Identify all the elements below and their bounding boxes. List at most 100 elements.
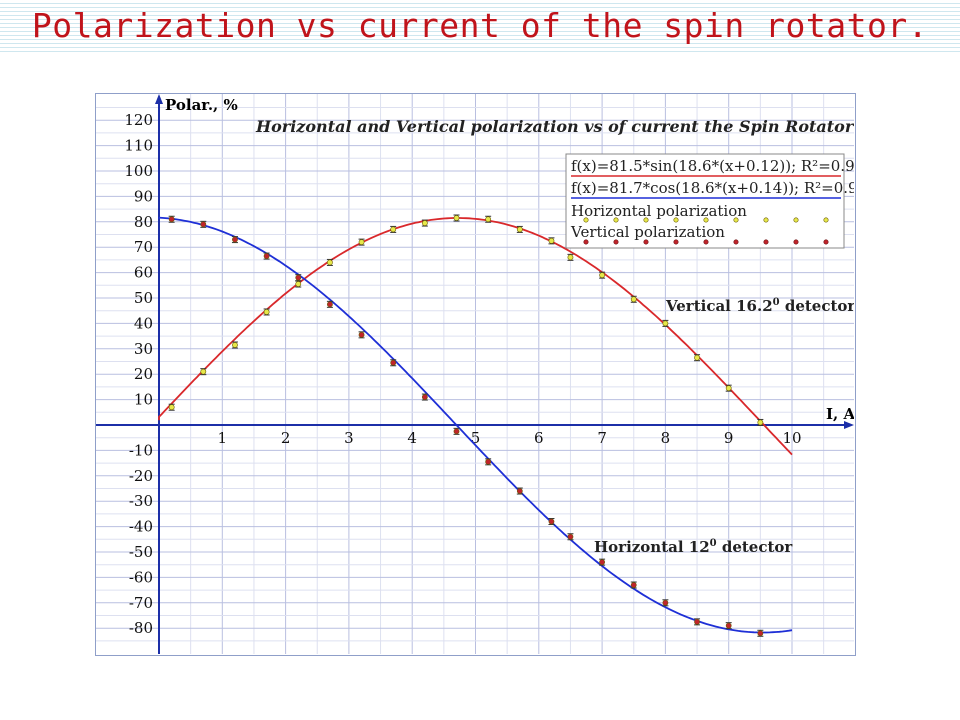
legend-series-1-markers <box>583 217 829 223</box>
slide-title: Polarization vs current of the spin rota… <box>31 6 929 45</box>
y-tick-label: 120 <box>124 111 153 129</box>
legend-marker-2 <box>673 239 679 245</box>
y-tick-label: 80 <box>134 213 153 231</box>
legend: f(x)=81.5*sin(18.6*(x+0.12)); R²=0.999 f… <box>565 153 877 249</box>
legend-marker-2 <box>733 239 739 245</box>
grid <box>96 94 854 654</box>
legend-series-2-label: Vertical polarization <box>570 223 725 241</box>
point-series-1 <box>421 220 428 226</box>
legend-marker-1 <box>733 217 739 223</box>
point-series-2 <box>599 559 605 566</box>
fit-curves <box>158 216 793 634</box>
legend-marker-1 <box>613 217 619 223</box>
y-tick-label: 20 <box>134 365 153 383</box>
legend-marker-2 <box>613 239 619 245</box>
y-axis-arrow <box>155 94 163 104</box>
legend-marker-1 <box>823 217 829 223</box>
point-series-2 <box>485 458 492 465</box>
point-series-2 <box>390 359 397 366</box>
y-tick-label: 50 <box>134 289 153 307</box>
point-series-2 <box>662 599 669 606</box>
annotation-horizontal-detector: Horizontal 120 detector <box>594 538 793 556</box>
point-series-2 <box>295 274 302 281</box>
x-axis-label: I, A <box>826 405 854 423</box>
point-series-1 <box>757 419 764 426</box>
point-series-1 <box>358 239 365 246</box>
y-tick-label: -10 <box>129 441 153 459</box>
legend-marker-2 <box>643 239 649 245</box>
y-tick-label: 110 <box>124 137 153 155</box>
x-tick-label: 1 <box>218 429 228 447</box>
point-series-1 <box>327 259 333 266</box>
legend-marker-1 <box>763 217 769 223</box>
annotation-vertical-detector: Vertical 16.20 detector <box>665 297 854 315</box>
point-series-1 <box>725 385 732 392</box>
x-tick-label: 6 <box>534 429 544 447</box>
tick-labels: 1 2 3 4 5 6 7 8 9 10 120 110 100 90 80 70 60 50 40 30 20 10 -1… <box>124 111 801 637</box>
point-series-1 <box>485 216 492 223</box>
x-tick-label: 7 <box>597 429 607 447</box>
point-series-2 <box>567 533 574 540</box>
polarization-chart: 1 2 3 4 5 6 7 8 9 10 120 110 100 90 80 70 60 50 40 30 20 10 -1… <box>96 94 877 654</box>
data-points <box>168 214 764 637</box>
y-tick-label: 30 <box>134 340 153 358</box>
y-tick-label: -60 <box>129 568 153 586</box>
legend-marker-1 <box>703 217 709 223</box>
legend-marker-1 <box>793 217 799 223</box>
x-tick-label: 3 <box>344 429 354 447</box>
point-series-1 <box>200 368 207 375</box>
y-tick-label: -50 <box>129 543 153 561</box>
point-series-1 <box>390 226 397 233</box>
x-tick-label: 10 <box>782 429 801 447</box>
fit-curve-2 <box>158 216 793 634</box>
legend-fit-1-label: f(x)=81.5*sin(18.6*(x+0.12)); R²=0.999 <box>571 157 854 175</box>
y-tick-label: -70 <box>129 594 153 612</box>
point-series-2 <box>168 216 175 223</box>
legend-marker-2 <box>583 239 589 245</box>
legend-box <box>565 153 845 249</box>
point-series-1 <box>168 404 175 411</box>
legend-fit-2-label: f(x)=81.7*cos(18.6*(x+0.14)); R²=0.999 <box>571 179 854 197</box>
legend-marker-2 <box>823 239 829 245</box>
legend-marker-1 <box>643 217 649 223</box>
y-tick-label: -20 <box>129 467 153 485</box>
y-tick-label: 90 <box>134 187 153 205</box>
point-series-1 <box>263 309 270 315</box>
point-series-1 <box>516 226 523 233</box>
point-series-2 <box>358 331 365 338</box>
fit-curve-1 <box>158 217 793 456</box>
x-tick-label: 2 <box>281 429 291 447</box>
point-series-1 <box>630 296 637 303</box>
legend-marker-2 <box>793 239 799 245</box>
point-series-2 <box>453 428 460 435</box>
header-stripes <box>0 0 960 52</box>
point-series-2 <box>548 518 555 525</box>
y-tick-label: -30 <box>129 492 153 510</box>
legend-series-1-label: Horizontal polarization <box>571 202 747 220</box>
axes <box>96 94 854 654</box>
point-series-1 <box>567 254 574 261</box>
y-tick-label: -80 <box>129 619 153 637</box>
y-tick-label: 10 <box>134 391 153 409</box>
point-series-2 <box>516 488 523 494</box>
point-series-2 <box>200 221 207 228</box>
x-axis-arrow <box>844 421 854 429</box>
y-tick-label: 60 <box>134 264 153 282</box>
x-tick-label: 9 <box>724 429 734 447</box>
legend-marker-2 <box>763 239 769 245</box>
chart-title: Horizontal and Vertical polarization vs … <box>255 117 854 136</box>
x-tick-label: 8 <box>661 429 671 447</box>
point-series-2 <box>757 630 764 637</box>
y-tick-label: 70 <box>134 238 153 256</box>
legend-marker-1 <box>583 217 589 223</box>
chart-frame: 1 2 3 4 5 6 7 8 9 10 120 110 100 90 80 70 60 50 40 30 20 10 -1… <box>95 93 877 656</box>
point-series-2 <box>421 394 428 400</box>
legend-marker-1 <box>673 217 679 223</box>
x-tick-label: 5 <box>471 429 481 447</box>
legend-series-2-markers <box>583 239 829 245</box>
y-tick-label: -40 <box>129 518 153 536</box>
y-axis-label: Polar., % <box>165 96 238 114</box>
point-series-1 <box>232 342 238 348</box>
point-series-1 <box>599 272 605 279</box>
point-series-1 <box>453 215 460 221</box>
